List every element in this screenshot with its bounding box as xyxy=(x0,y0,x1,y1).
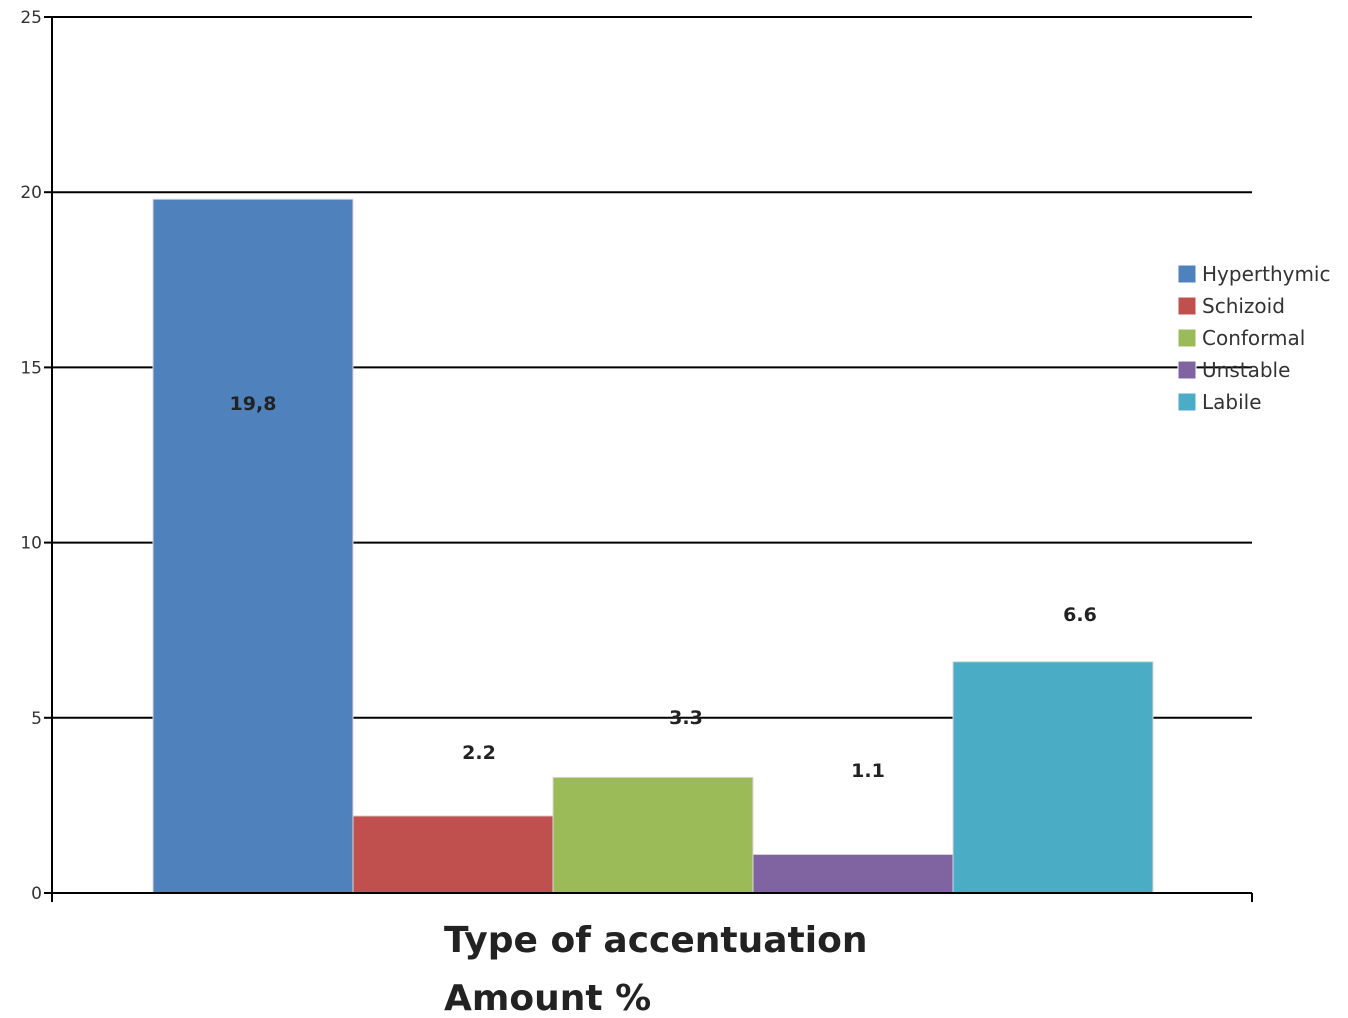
bar-conformal xyxy=(552,776,754,894)
legend-swatch-conformal xyxy=(1177,328,1197,348)
data-label-schizoid: 2.2 xyxy=(462,742,496,764)
y-tick-label: 15 xyxy=(20,358,42,378)
bars xyxy=(152,198,1154,894)
legend-swatch-hyperthymic xyxy=(1177,264,1197,284)
y-tick-label: 5 xyxy=(31,709,42,729)
y-tick-labels: 0 5 10 15 20 25 xyxy=(20,8,42,904)
bar-hyperthymic xyxy=(152,198,354,894)
legend-label-unstable: Unstable xyxy=(1202,358,1290,382)
y-tick-label: 0 xyxy=(31,884,42,904)
bar-schizoid xyxy=(352,815,554,894)
legend-label-hyperthymic: Hyperthymic xyxy=(1202,262,1331,286)
axes xyxy=(51,17,1253,902)
legend-swatch-schizoid xyxy=(1177,296,1197,316)
data-labels: 19,8 2.2 3.3 1.1 6.6 xyxy=(230,393,1097,782)
bar-labile xyxy=(952,661,1154,894)
legend-label-conformal: Conformal xyxy=(1202,326,1305,350)
data-label-labile: 6.6 xyxy=(1063,604,1097,626)
y-tick-label: 25 xyxy=(20,8,42,28)
legend-label-schizoid: Schizoid xyxy=(1202,294,1285,318)
x-axis-label: Type of accentuation xyxy=(444,920,867,961)
chart-caption: Amount % xyxy=(444,978,651,1018)
data-label-conformal: 3.3 xyxy=(669,707,703,729)
data-label-unstable: 1.1 xyxy=(851,760,885,782)
legend-swatch-unstable xyxy=(1177,360,1197,380)
bar-unstable xyxy=(752,853,954,894)
data-label-hyperthymic: 19,8 xyxy=(230,393,277,415)
legend-swatch-labile xyxy=(1177,392,1197,412)
legend: Hyperthymic Schizoid Conformal Unstable Labi… xyxy=(1177,262,1331,414)
y-tick-label: 10 xyxy=(20,534,42,554)
legend-label-labile: Labile xyxy=(1202,390,1262,414)
y-tick-label: 20 xyxy=(20,183,42,203)
